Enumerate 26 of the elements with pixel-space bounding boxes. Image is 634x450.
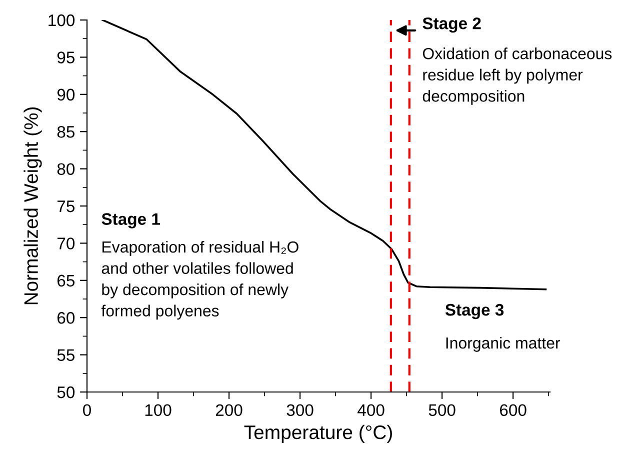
y-tick-label: 55: [57, 349, 74, 362]
y-tick-label: 70: [58, 238, 75, 250]
y-tick-label: 80: [57, 163, 75, 176]
x-tick-label: 300: [286, 404, 314, 416]
annotation: Evaporation of residual H₂O and other volatiles followed by decomposition of newly formed polyenes: [101, 240, 298, 320]
annotation: Stage 2: [422, 17, 481, 33]
annotation: Stage 1: [102, 213, 160, 228]
y-tick-label: 95: [57, 52, 74, 64]
x-tick-label: 200: [216, 404, 242, 416]
x-tick-label: 500: [428, 404, 456, 416]
annotation: Inorganic matter: [446, 336, 560, 352]
y-tick-label: 50: [57, 386, 75, 398]
y-tick-label: 100: [48, 14, 75, 26]
x-tick-label: 600: [500, 404, 526, 416]
y-axis-title: Normalized Weight (%): [24, 107, 42, 304]
annotation: Stage 3: [445, 304, 504, 320]
y-tick-label: 85: [57, 126, 74, 138]
annotation: Oxidation of carbonaceous residue left by polymer decomposition: [422, 48, 612, 105]
x-tick-label: 0: [83, 404, 91, 416]
y-tick-label: 75: [58, 200, 74, 212]
x-tick-label: 400: [358, 404, 384, 416]
x-axis-title: Temperature (°C): [244, 424, 392, 444]
y-tick-label: 60: [58, 312, 75, 324]
x-tick-label: 100: [145, 404, 172, 416]
y-tick-label: 90: [57, 88, 75, 101]
y-tick-label: 65: [58, 274, 74, 287]
